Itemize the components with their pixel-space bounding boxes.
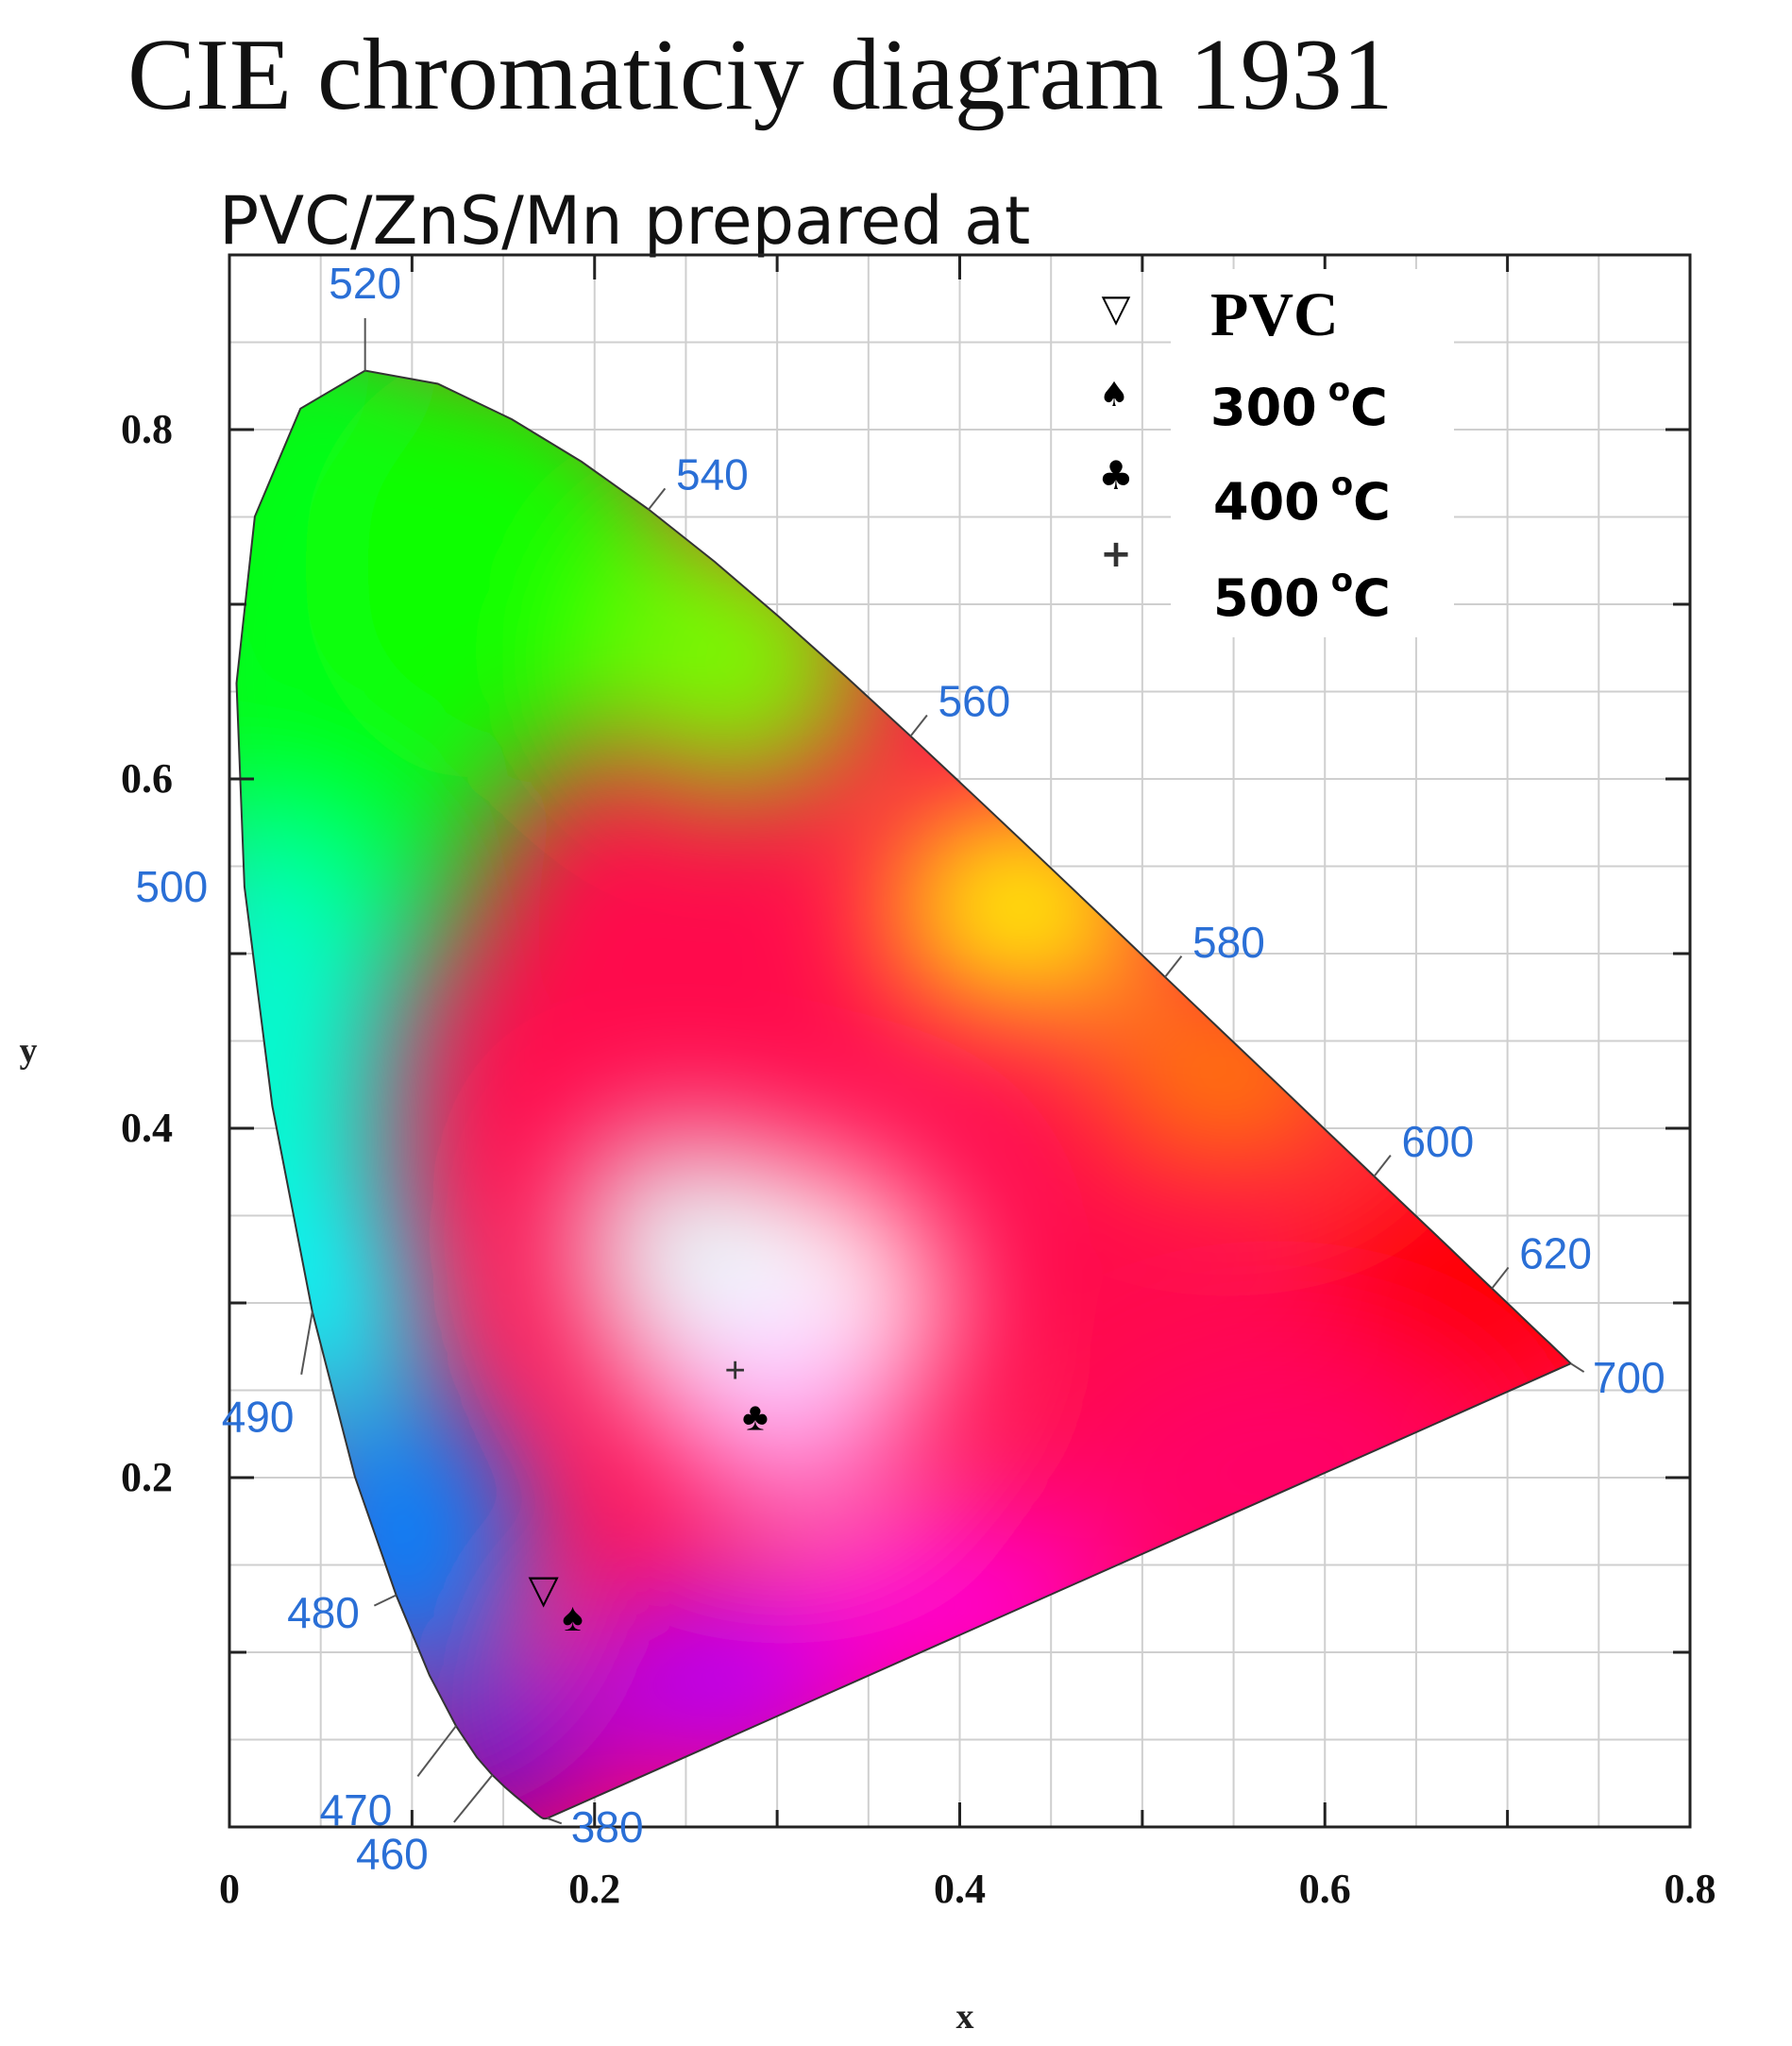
- x-tick-label: 0.6: [1299, 1866, 1351, 1912]
- y-tick-label: 0.4: [121, 1105, 173, 1151]
- wavelength-label-620: 620: [1519, 1229, 1592, 1278]
- wavelength-label-380: 380: [571, 1802, 644, 1852]
- y-axis-label: y: [20, 1031, 38, 1071]
- wavelength-label-520: 520: [329, 259, 401, 308]
- wavelength-label-490: 490: [222, 1392, 295, 1441]
- wavelength-label-700: 700: [1593, 1353, 1665, 1402]
- wavelength-label-460: 460: [356, 1829, 429, 1878]
- x-tick-label: 0.2: [568, 1866, 620, 1912]
- chart-title: CIE chromaticiy diagram 1931: [127, 19, 1394, 131]
- legend: ▽ PVC ♠ 300 oC ♣ 400 oC + 500 oC: [1098, 269, 1454, 637]
- wavelength-label-560: 560: [938, 677, 1010, 726]
- x-tick-label: 0.4: [934, 1866, 986, 1912]
- spectral-locus: [235, 369, 1573, 1820]
- wavelength-tick: [1570, 1362, 1585, 1373]
- legend-item-300: ♠ 300 oC: [1099, 371, 1388, 437]
- wavelength-tick: [453, 1774, 494, 1823]
- wavelength-tick: [547, 1817, 563, 1825]
- legend-marker-pvc: ▽: [1102, 287, 1131, 330]
- wavelength-label-600: 600: [1401, 1117, 1474, 1166]
- data-point-400c: ♣: [742, 1395, 769, 1439]
- legend-marker-400: ♣: [1098, 452, 1134, 499]
- wavelength-tick: [1164, 955, 1183, 978]
- axes: 0 0.2 0.4 0.6 0.8 0.2 0.4 0.6 0.8: [121, 253, 1716, 1912]
- x-tick-label: 0: [219, 1866, 240, 1912]
- wavelength-tick: [909, 714, 928, 737]
- legend-label-500: 500 oC: [1213, 562, 1391, 628]
- wavelength-label-580: 580: [1192, 918, 1265, 967]
- y-tick-label: 0.8: [121, 406, 173, 452]
- wavelength-tick: [300, 1311, 313, 1376]
- y-tick-label: 0.6: [121, 755, 173, 802]
- legend-item-pvc: ▽ PVC: [1102, 280, 1339, 349]
- data-point-500c: +: [724, 1348, 746, 1391]
- legend-marker-500: +: [1100, 533, 1132, 576]
- wavelength-tick: [648, 487, 667, 511]
- data-point-pvc: ▽: [528, 1568, 559, 1612]
- chart-subtitle: PVC/ZnS/Mn prepared at: [219, 182, 1030, 260]
- legend-label-400: 400 oC: [1213, 465, 1391, 532]
- wavelength-tick: [1491, 1266, 1510, 1290]
- wavelength-label-540: 540: [676, 450, 749, 499]
- wavelength-tick: [1373, 1155, 1392, 1177]
- x-axis-label: x: [956, 1997, 974, 2037]
- legend-label-pvc: PVC: [1210, 280, 1339, 349]
- wavelength-tick: [373, 1594, 397, 1607]
- wavelength-tick: [416, 1725, 457, 1777]
- wavelength-label-470: 470: [320, 1785, 393, 1835]
- x-tick-label: 0.8: [1665, 1866, 1716, 1912]
- data-point-300c: ♠: [562, 1597, 583, 1640]
- legend-label-300: 300 oC: [1210, 371, 1388, 437]
- wavelength-label-500: 500: [135, 862, 208, 911]
- wavelength-label-480: 480: [287, 1588, 360, 1637]
- legend-item-400: ♣ 400 oC: [1098, 452, 1391, 532]
- legend-marker-300: ♠: [1099, 376, 1129, 414]
- data-points: ▽♠ ♣+: [528, 1348, 768, 1640]
- legend-box: [1171, 269, 1454, 637]
- y-tick-label: 0.2: [121, 1454, 173, 1500]
- legend-item-500: + 500 oC: [1100, 533, 1390, 628]
